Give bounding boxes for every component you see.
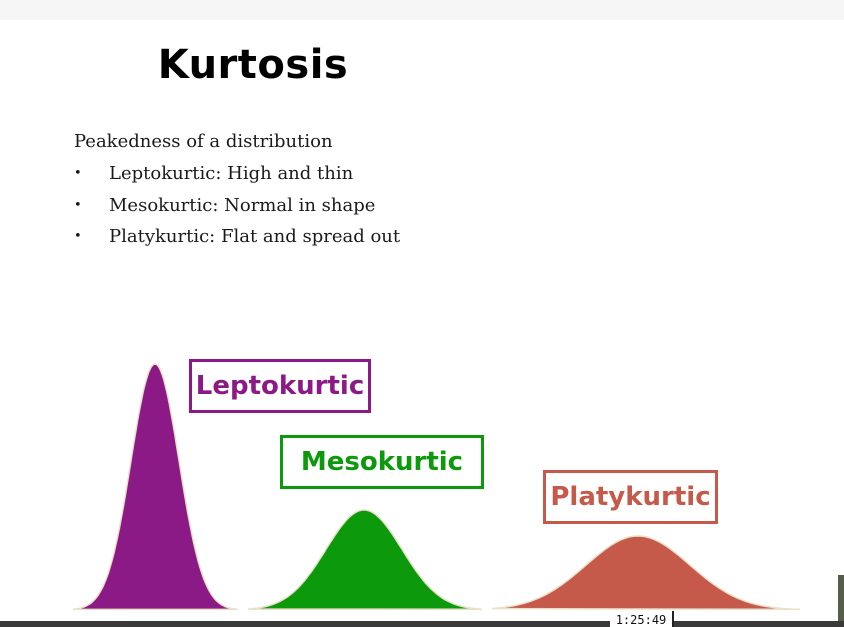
bullet-text: Platykurtic: Flat and spread out bbox=[109, 226, 401, 247]
side-panel-edge bbox=[838, 575, 844, 625]
slide-subtitle: Peakedness of a distribution bbox=[74, 131, 333, 152]
mesokurtic-label: Mesokurtic bbox=[280, 435, 484, 489]
slide-title: Kurtosis bbox=[157, 42, 349, 88]
bullet-marker: • bbox=[74, 198, 82, 213]
platykurtic-label: Platykurtic bbox=[543, 470, 718, 524]
bullet-text: Mesokurtic: Normal in shape bbox=[109, 195, 376, 216]
platykurtic-curve bbox=[491, 535, 801, 611]
leptokurtic-curve bbox=[72, 363, 239, 611]
top-strip bbox=[0, 0, 844, 20]
mesokurtic-curve bbox=[247, 509, 483, 610]
bullet-marker: • bbox=[74, 166, 82, 181]
bullet-text: Leptokurtic: High and thin bbox=[109, 163, 354, 184]
timestamp-tooltip: 1:25:49 bbox=[610, 611, 674, 627]
leptokurtic-label: Leptokurtic bbox=[189, 359, 371, 413]
bullet-marker: • bbox=[74, 229, 82, 244]
progress-bar[interactable] bbox=[0, 621, 844, 627]
progress-fill bbox=[0, 621, 612, 627]
